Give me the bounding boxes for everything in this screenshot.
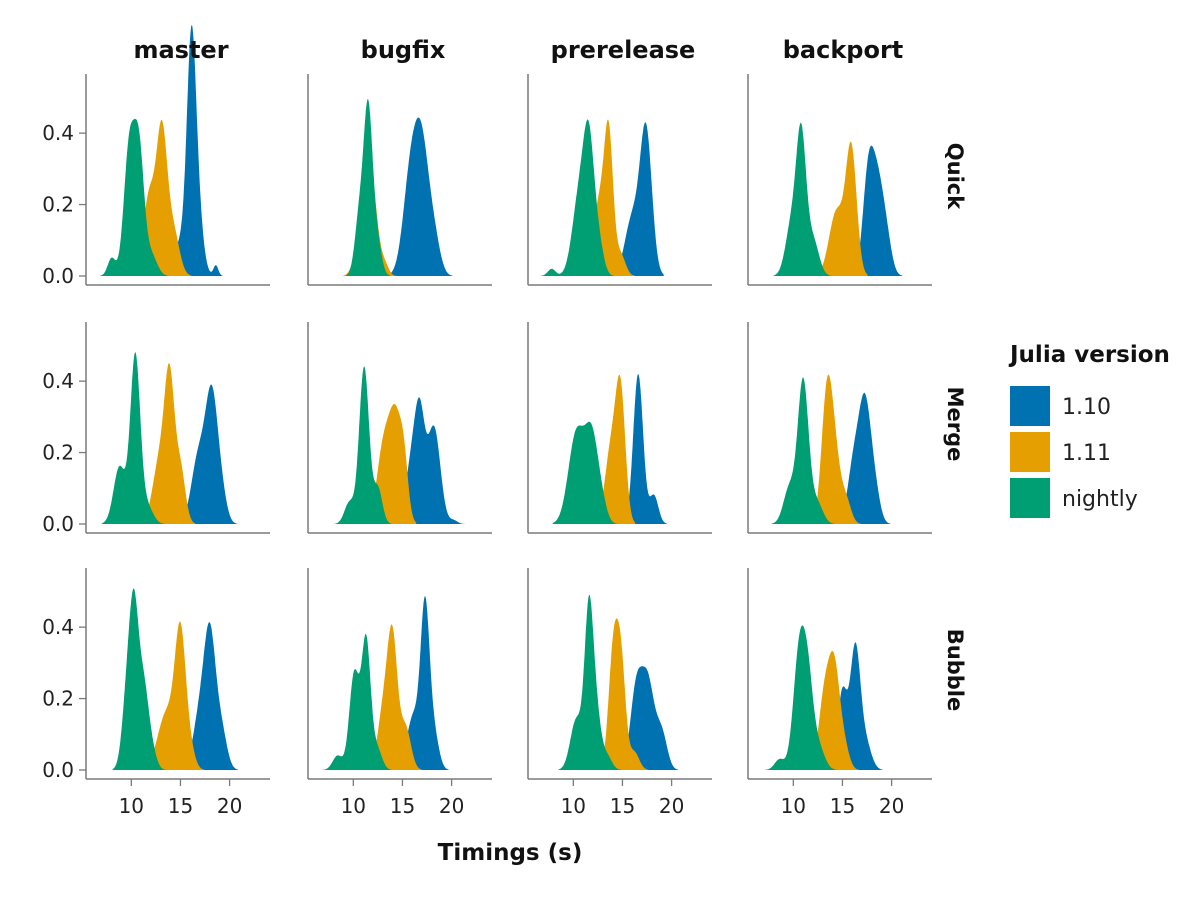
density-1-11 — [593, 374, 636, 524]
row-title-bubble: Bubble — [943, 629, 967, 711]
legend-swatch-nightly — [1010, 478, 1050, 518]
column-title-prerelease: prerelease — [551, 36, 696, 64]
panel-merge-master: 0.0 0.2 0.4 — [42, 322, 270, 536]
panel-bubble-master: 0.0 0.2 0.4 10 15 20 — [42, 568, 270, 818]
y-tick-label: 0.0 — [42, 758, 74, 782]
density-nightly — [99, 118, 169, 277]
x-tick-label: 10 — [781, 794, 806, 818]
panel-quick-backport — [747, 74, 932, 286]
y-tick-label: 0.0 — [42, 264, 74, 288]
x-tick-label: 20 — [217, 794, 242, 818]
density-1-10 — [388, 117, 453, 276]
density-nightly — [345, 99, 391, 276]
density-1-10 — [180, 622, 238, 770]
density-nightly — [112, 588, 166, 770]
density-nightly — [771, 377, 835, 524]
density-1-10 — [155, 24, 224, 277]
legend: Julia version 1.10 1.11 nightly — [1008, 342, 1170, 518]
density-1-11 — [139, 363, 196, 524]
legend-title: Julia version — [1008, 342, 1170, 368]
panel-merge-prerelease — [527, 322, 712, 534]
row-title-quick: Quick — [943, 143, 967, 210]
legend-swatch-1-11 — [1010, 432, 1050, 472]
density-nightly — [334, 366, 392, 524]
panel-quick-prerelease — [527, 74, 712, 286]
x-tick-label: 10 — [341, 794, 366, 818]
row-titles: Quick Merge Bubble — [943, 143, 967, 711]
x-tick-label: 10 — [119, 794, 144, 818]
density-1-10 — [835, 392, 891, 524]
density-1-11 — [366, 624, 422, 770]
y-tick-label: 0.4 — [42, 615, 74, 639]
x-axis-label: Timings (s) — [438, 840, 583, 866]
legend-label-1-10: 1.10 — [1062, 395, 1111, 420]
y-tick-label: 0.4 — [42, 369, 74, 393]
column-title-bugfix: bugfix — [361, 36, 446, 64]
column-titles: master bugfix prerelease backport — [133, 36, 903, 64]
density-1-10 — [851, 145, 903, 276]
x-tick-label: 20 — [659, 794, 684, 818]
density-1-10 — [610, 122, 664, 276]
density-nightly — [764, 625, 837, 770]
density-1-10 — [618, 666, 678, 770]
column-title-master: master — [133, 36, 228, 64]
panel-grid: 0.00.20.40.00.20.40.00.20.410 15 20 10 15 20 1… — [42, 24, 932, 818]
legend-label-1-11: 1.11 — [1062, 441, 1111, 466]
panel-quick-master: 0.0 0.2 0.4 — [42, 24, 270, 288]
legend-label-nightly: nightly — [1062, 487, 1138, 512]
y-tick-label: 0.4 — [42, 121, 74, 145]
panel-merge-backport — [747, 322, 932, 534]
y-tick-label: 0.0 — [42, 512, 74, 536]
legend-swatch-1-10 — [1010, 386, 1050, 426]
panel-bubble-bugfix: 10 15 20 — [307, 568, 492, 818]
density-nightly — [539, 119, 614, 277]
density-1-11 — [810, 374, 862, 524]
row-title-merge: Merge — [943, 387, 967, 462]
x-tick-label: 15 — [610, 794, 635, 818]
column-title-backport: backport — [783, 36, 904, 64]
density-1-11 — [140, 621, 205, 770]
x-tick-label: 15 — [390, 794, 415, 818]
density-1-10 — [393, 397, 466, 524]
panel-bubble-prerelease: 10 15 20 — [527, 568, 712, 818]
panel-merge-bugfix — [307, 322, 492, 534]
y-tick-label: 0.2 — [42, 441, 74, 465]
panel-bubble-backport: 10 15 20 — [747, 568, 932, 818]
panel-quick-bugfix — [307, 74, 492, 286]
density-nightly — [322, 633, 392, 770]
x-tick-label: 15 — [168, 794, 193, 818]
density-1-10 — [177, 384, 238, 524]
y-tick-label: 0.2 — [42, 687, 74, 711]
density-1-11 — [598, 618, 649, 770]
x-tick-label: 10 — [561, 794, 586, 818]
x-tick-label: 20 — [879, 794, 904, 818]
density-nightly — [773, 122, 831, 276]
density-1-10 — [394, 596, 449, 770]
density-1-11 — [814, 141, 868, 276]
y-tick-label: 0.2 — [42, 193, 74, 217]
x-tick-label: 15 — [830, 794, 855, 818]
density-1-11 — [807, 651, 860, 770]
density-nightly — [558, 594, 622, 770]
density-nightly — [552, 421, 618, 524]
x-tick-label: 20 — [439, 794, 464, 818]
density-nightly — [101, 352, 165, 524]
density-1-10 — [623, 374, 668, 524]
